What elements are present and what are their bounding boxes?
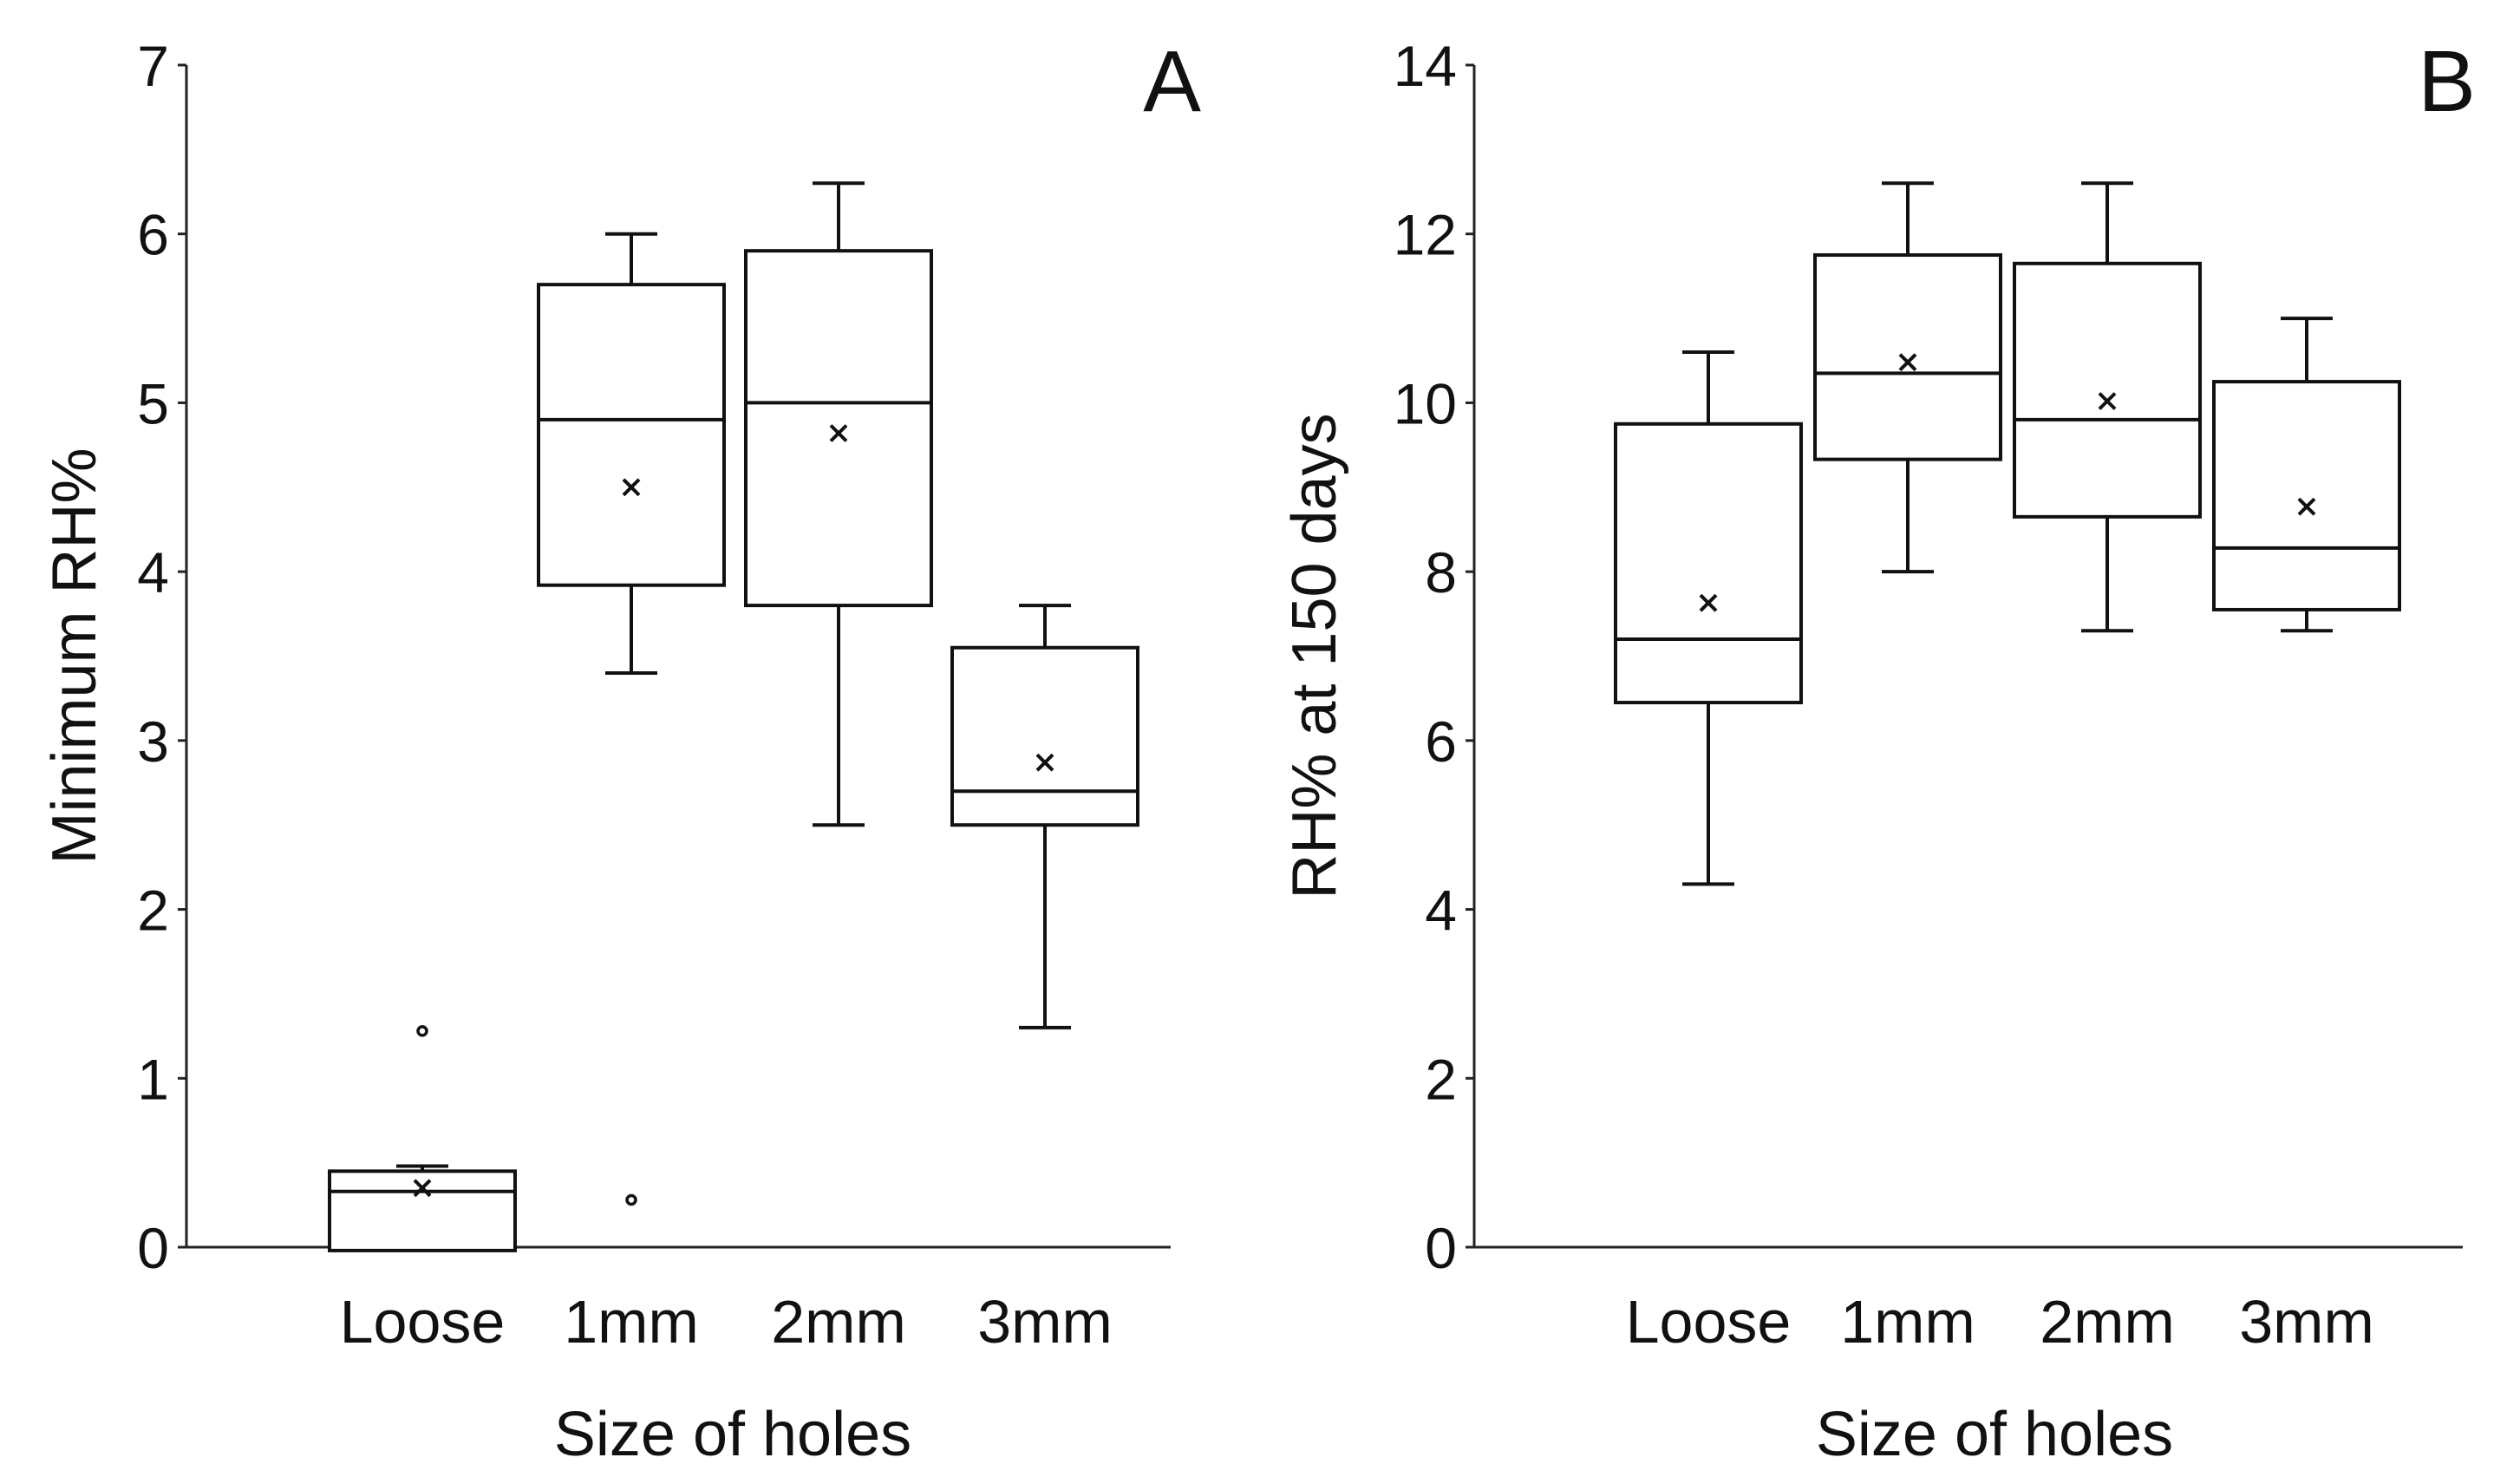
mean-marker-stroke: [1035, 753, 1054, 772]
y-tick-label: 6: [1425, 709, 1457, 774]
mean-marker: [622, 478, 641, 497]
y-axis-title: Minimum RH%: [40, 448, 109, 864]
iqr-box: [950, 645, 1139, 827]
y-tick-label: 12: [1394, 203, 1457, 267]
iqr-box: [537, 283, 726, 587]
outlier-point: [625, 1193, 637, 1206]
iqr-box: [744, 249, 933, 608]
y-tick-label: 0: [137, 1216, 169, 1280]
outlier-point: [416, 1025, 428, 1037]
iqr-box: [2013, 261, 2202, 519]
x-category-label: 2mm: [771, 1288, 906, 1356]
y-tick-label: 3: [137, 709, 169, 774]
y-tick-label: 4: [137, 540, 169, 605]
iqr-box: [1614, 422, 1803, 705]
mean-marker-stroke: [1898, 353, 1917, 372]
iqr-box: [328, 1169, 517, 1252]
mean-marker-stroke: [622, 478, 641, 497]
iqr-box: [2212, 380, 2401, 611]
x-category-label: 3mm: [2239, 1288, 2374, 1356]
mean-marker-stroke: [2297, 497, 2316, 516]
y-tick-label: 7: [137, 34, 169, 98]
mean-marker: [1699, 593, 1718, 612]
panel-letter: B: [2418, 33, 2476, 130]
panel-letter: A: [1143, 33, 1201, 130]
y-tick-label: 2: [137, 879, 169, 943]
mean-marker: [1035, 753, 1054, 772]
mean-marker: [413, 1179, 432, 1198]
panel-b-chart: 0 2 4 6 8 10 12 14 Loose 1mm 2mm 3mm Size of holes RH…: [1280, 33, 2476, 1464]
y-tick-label: 6: [137, 203, 169, 267]
y-tick-label: 8: [1425, 540, 1457, 605]
mean-marker-stroke: [413, 1179, 432, 1198]
x-category-label: 2mm: [2040, 1288, 2175, 1356]
mean-marker: [2098, 392, 2117, 410]
mean-marker-stroke: [829, 424, 848, 442]
x-category-label: Loose: [340, 1288, 506, 1356]
x-axis-title: Size of holes: [554, 1400, 911, 1464]
x-axis-title: Size of holes: [1816, 1400, 2173, 1464]
y-tick-label: 14: [1394, 34, 1457, 98]
panel-a-chart: 0 1 2 3 4 5 6 7 Loose 1mm 2mm 3mm Size of holes Minim…: [40, 33, 1201, 1464]
y-tick-label: 10: [1394, 371, 1457, 435]
y-axis-title: RH% at 150 days: [1280, 413, 1349, 899]
y-tick-label: 2: [1425, 1047, 1457, 1111]
mean-marker: [1898, 353, 1917, 372]
x-category-label: 3mm: [977, 1288, 1113, 1356]
iqr-box: [1813, 253, 2002, 461]
x-category-label: 1mm: [564, 1288, 699, 1356]
mean-marker: [829, 424, 848, 442]
x-category-label: 1mm: [1840, 1288, 1975, 1356]
y-tick-label: 1: [137, 1047, 169, 1111]
mean-marker-stroke: [2098, 392, 2117, 410]
mean-marker-stroke: [1699, 593, 1718, 612]
x-category-label: Loose: [1626, 1288, 1792, 1356]
y-tick-label: 5: [137, 371, 169, 435]
y-tick-label: 4: [1425, 879, 1457, 943]
y-tick-label: 0: [1425, 1216, 1457, 1280]
mean-marker: [2297, 497, 2316, 516]
